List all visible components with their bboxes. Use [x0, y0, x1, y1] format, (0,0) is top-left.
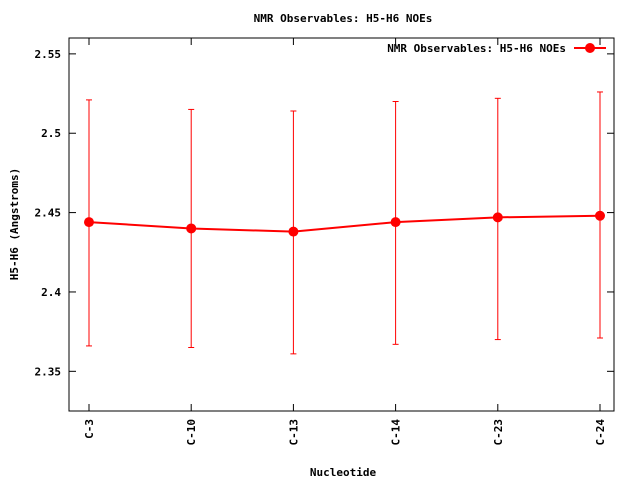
- series-group: [84, 91, 605, 355]
- chart-title: NMR Observables: H5-H6 NOEs: [254, 12, 433, 25]
- x-tick-label: C-24: [594, 419, 607, 446]
- x-tick-label: C-23: [492, 419, 505, 446]
- data-point: [186, 223, 197, 234]
- data-point: [84, 217, 94, 228]
- y-tick-label: 2.35: [35, 365, 62, 378]
- y-axis-label: H5-H6 (Angstroms): [8, 168, 21, 281]
- plot-area: [68, 37, 615, 412]
- x-tick-label: C-3: [83, 419, 96, 439]
- data-point: [288, 226, 299, 237]
- x-axis: C-3 C-10 C-13 C-14 C-23 C-24: [83, 38, 607, 446]
- series-line: [88, 214, 601, 233]
- legend: NMR Observables: H5-H6 NOEs: [387, 42, 606, 55]
- y-tick-label: 2.4: [41, 286, 61, 299]
- x-axis-label: Nucleotide: [310, 466, 377, 479]
- y-tick-label: 2.45: [35, 207, 62, 220]
- y-tick-label: 2.5: [41, 127, 61, 140]
- x-tick-label: C-13: [287, 419, 300, 446]
- data-point: [595, 210, 605, 221]
- x-tick-label: C-10: [185, 419, 198, 446]
- data-point: [390, 217, 401, 228]
- legend-swatch-marker: [585, 43, 595, 53]
- x-tick-label: C-14: [390, 419, 403, 446]
- y-tick-label: 2.55: [35, 48, 62, 61]
- legend-label: NMR Observables: H5-H6 NOEs: [387, 42, 566, 55]
- data-point: [492, 212, 503, 223]
- y-axis: 2.35 2.4 2.45 2.5 2.55: [35, 48, 614, 378]
